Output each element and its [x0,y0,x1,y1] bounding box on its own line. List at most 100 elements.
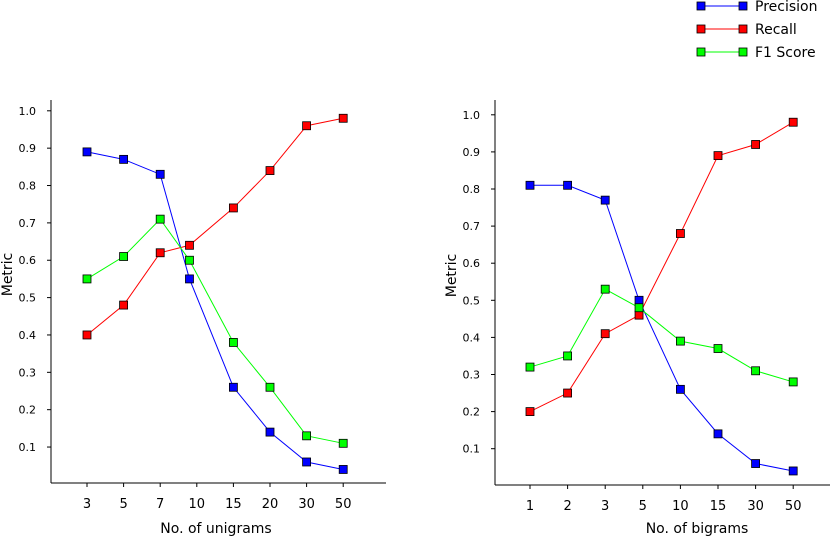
bigrams-chart: 0.1 0.2 0.3 0.4 0.5 0.6 0.7 0.8 0.9 1.0 1 2 3 5 10 15 30… [444,100,830,537]
x-tick-label: 30 [298,497,315,512]
legend-label: F1 Score [755,45,816,61]
data-point [713,344,723,353]
x-tick-label: 50 [335,497,352,512]
data-point [751,366,760,376]
data-point [751,459,760,468]
data-point [634,303,644,313]
x-tick-label: 3 [601,499,609,514]
data-point [788,466,798,476]
data-point [82,330,92,340]
series-line [529,288,794,383]
data-point [82,147,92,157]
y-tick-label: 0.8 [19,180,37,193]
legend-item: Precision [696,0,817,15]
x-tick-label: 30 [747,499,764,514]
x-tick-label: 1 [526,499,534,514]
legend-marker [738,1,748,11]
legend-item: Recall [696,22,797,38]
y-tick-label: 0.6 [19,254,37,267]
series-f1-score [82,214,348,448]
series-line [86,117,344,336]
data-point [82,274,92,284]
data-point [228,338,238,347]
y-axis-title: Metric [0,253,16,297]
data-point [563,388,572,398]
legend-marker [696,24,706,34]
y-tick-label: 0.3 [19,366,37,379]
data-point [265,166,275,175]
y-tick-label: 0.2 [463,406,481,419]
x-tick-label: 5 [639,499,647,514]
legend-label: Recall [755,22,797,38]
y-tick-label: 0.9 [463,146,481,159]
y-tick-label: 0.4 [463,331,481,344]
data-point [788,117,798,127]
data-point [185,240,194,250]
data-point [713,151,723,161]
chart-legend: Precision Recall F1 Score [696,0,817,61]
y-tick-label: 0.4 [19,329,37,342]
data-point [788,377,798,387]
x-tick-label: 5 [119,497,127,512]
x-tick-label: 10 [672,499,689,514]
data-point [265,382,275,392]
data-point [185,255,194,265]
y-tick-label: 0.5 [463,294,481,307]
x-tick-label: 2 [563,499,571,514]
x-tick-label: 3 [83,497,91,512]
legend-marker [738,24,748,34]
x-axis-title: No. of bigrams [646,521,749,537]
x-tick-label: 10 [189,497,206,512]
y-tick-label: 0.1 [19,441,37,454]
x-tick-label: 50 [785,499,802,514]
x-tick-label: 15 [710,499,727,514]
data-point [228,203,238,213]
series-line [529,121,794,413]
data-point [600,195,610,205]
data-point [302,431,312,441]
data-point [119,300,128,310]
series-recall [525,117,798,417]
data-point [119,252,128,261]
x-tick-label: 20 [262,497,279,512]
y-tick-label: 0.3 [463,369,481,382]
y-tick-label: 0.9 [19,142,37,155]
legend-marker [696,47,706,57]
x-axis-title: No. of unigrams [160,521,271,537]
y-tick-label: 0.6 [463,257,481,270]
series-recall [82,113,348,340]
data-point [338,465,348,474]
x-tick-label: 7 [156,497,164,512]
y-tick-label: 0.8 [463,183,481,196]
legend-marker [738,47,748,57]
data-point [302,457,312,467]
y-tick-label: 0.7 [463,220,481,233]
y-tick-label: 0.1 [463,443,481,456]
y-tick-label: 1.0 [463,109,481,122]
data-point [713,429,723,439]
data-point [634,295,644,305]
data-point [185,274,194,284]
series-precision [82,147,348,474]
data-point [676,336,685,346]
legend-item: F1 Score [696,45,816,61]
data-point [228,382,238,392]
data-point [676,229,685,238]
series-line [530,184,794,472]
y-tick-label: 1.0 [19,105,37,118]
data-point [751,140,760,149]
data-point [525,180,535,190]
legend-marker [696,1,706,11]
data-point [338,438,348,448]
series-f1-score [525,284,798,387]
data-point [119,154,128,164]
series-line [86,218,344,444]
data-point [338,113,348,123]
y-tick-label: 0.7 [19,217,37,230]
y-tick-label: 0.2 [19,404,37,417]
legend-label: Precision [755,0,817,15]
data-point [302,121,312,131]
data-point [265,427,275,437]
data-point [525,362,535,372]
